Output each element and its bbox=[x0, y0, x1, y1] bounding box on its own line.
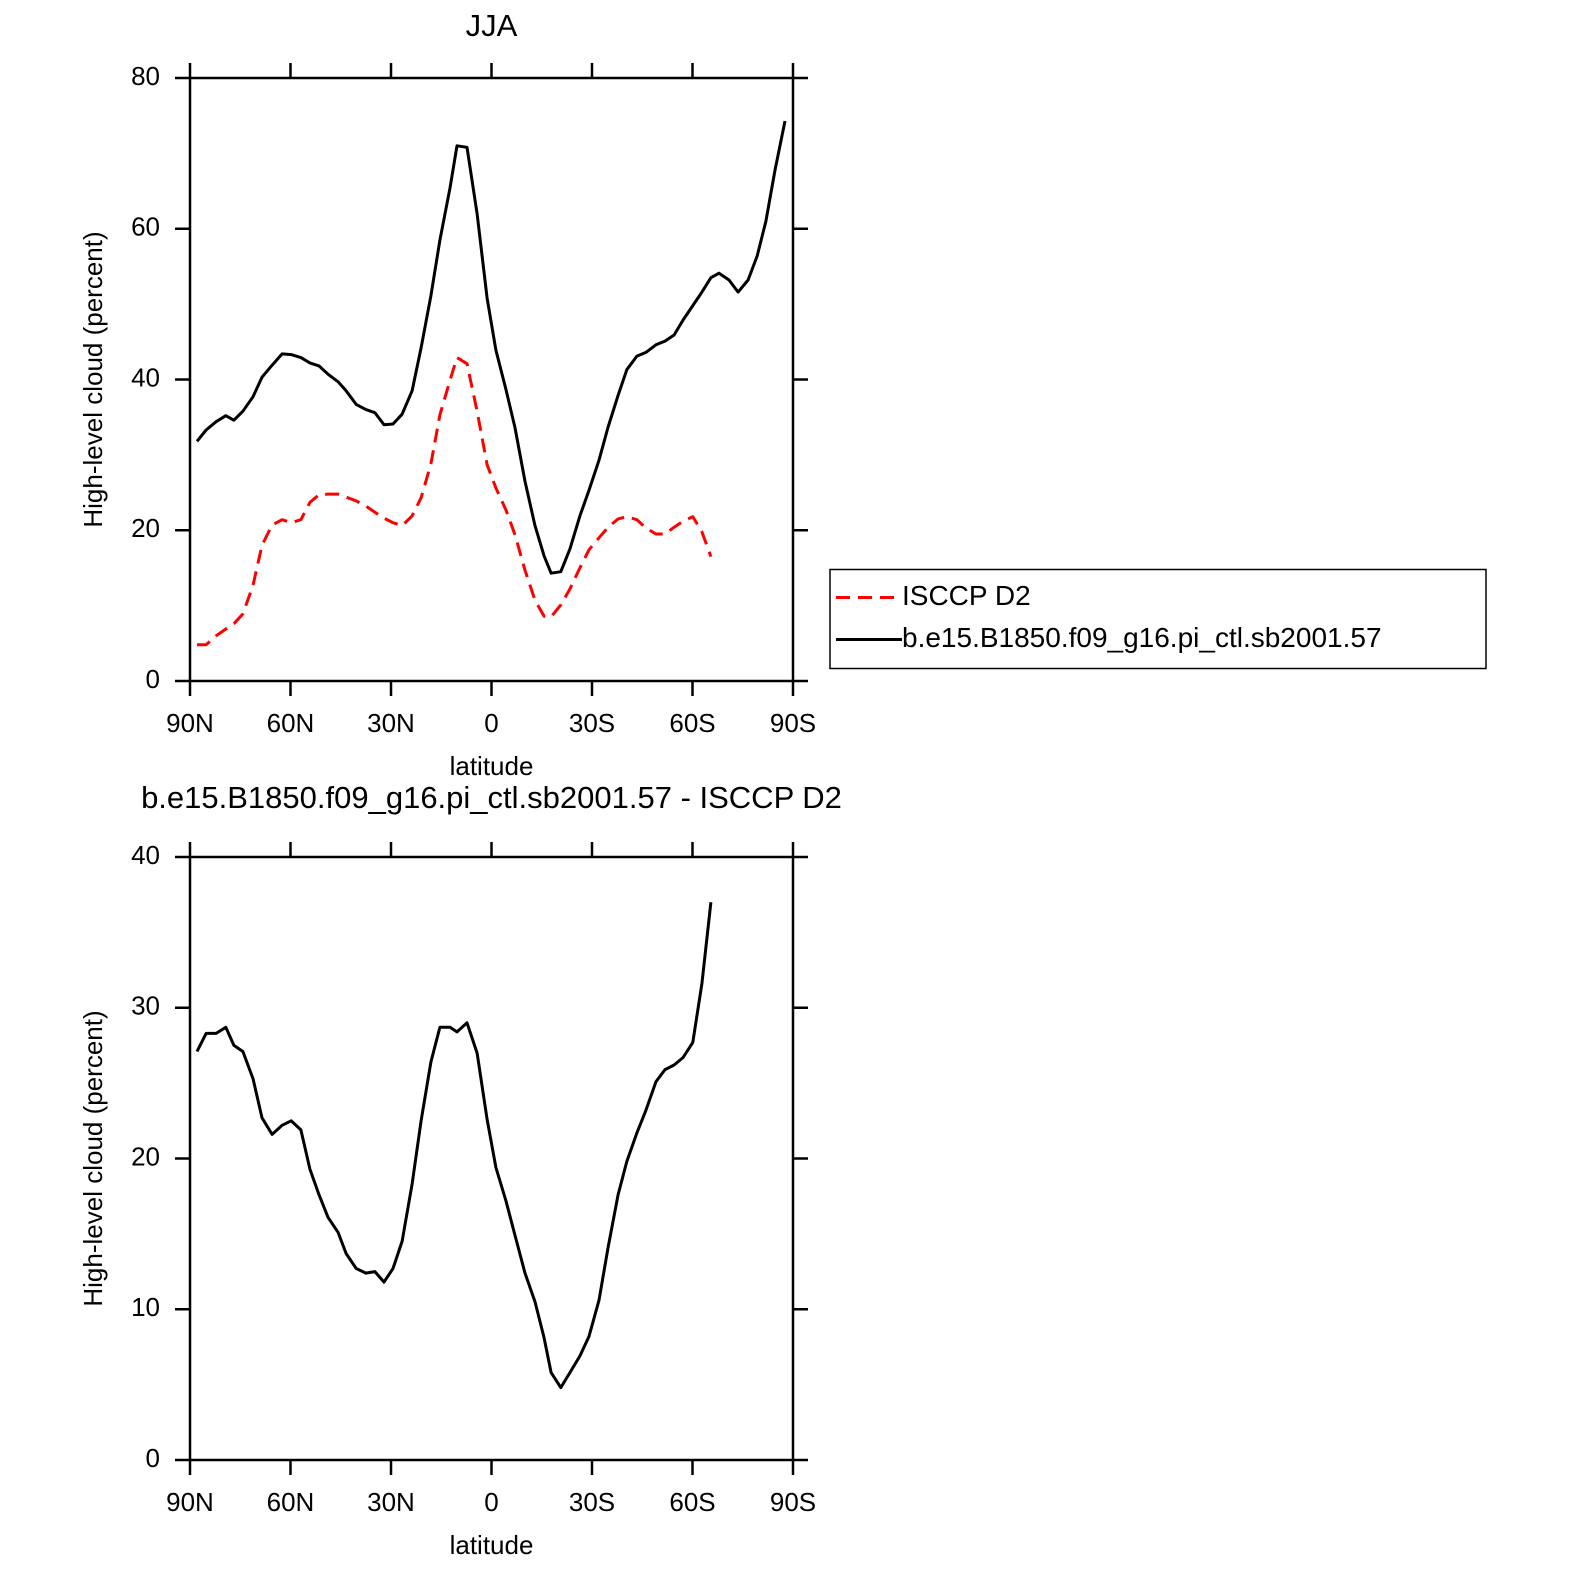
y-tick-label: 10 bbox=[131, 1292, 160, 1322]
x-tick-label: 60S bbox=[669, 1487, 715, 1517]
y-axis-label: High-level cloud (percent) bbox=[78, 231, 108, 527]
x-tick-label: 0 bbox=[484, 708, 498, 738]
x-tick-label: 30S bbox=[569, 1487, 615, 1517]
legend-box bbox=[829, 568, 1487, 670]
plot-frame bbox=[188, 76, 795, 683]
y-tick-label: 20 bbox=[131, 1141, 160, 1171]
series-line bbox=[195, 120, 787, 575]
x-tick-label: 60N bbox=[267, 1487, 315, 1517]
x-axis-label: latitude bbox=[450, 751, 534, 781]
legend-label: ISCCP D2 bbox=[902, 580, 1031, 611]
y-axis-label: High-level cloud (percent) bbox=[78, 1010, 108, 1306]
chart-title: JJA bbox=[466, 8, 518, 43]
x-tick-label: 30N bbox=[367, 1487, 415, 1517]
x-tick-label: 60S bbox=[669, 708, 715, 738]
y-tick-label: 30 bbox=[131, 991, 160, 1021]
y-tick-label: 40 bbox=[131, 840, 160, 870]
y-tick-label: 20 bbox=[131, 513, 160, 543]
x-tick-label: 90N bbox=[166, 708, 214, 738]
x-tick-label: 90N bbox=[166, 1487, 214, 1517]
legend-label: b.e15.B1850.f09_g16.pi_ctl.sb2001.57 bbox=[902, 622, 1382, 653]
y-tick-label: 40 bbox=[131, 362, 160, 392]
y-tick-label: 80 bbox=[131, 61, 160, 91]
x-tick-label: 30N bbox=[367, 708, 415, 738]
x-tick-label: 0 bbox=[484, 1487, 498, 1517]
x-tick-label: 60N bbox=[267, 708, 315, 738]
y-tick-label: 0 bbox=[146, 1443, 160, 1473]
series-line bbox=[197, 356, 713, 647]
x-tick-label: 90S bbox=[770, 708, 816, 738]
plot-frame bbox=[188, 855, 795, 1462]
x-tick-label: 30S bbox=[569, 708, 615, 738]
chart-title: b.e15.B1850.f09_g16.pi_ctl.sb2001.57 - I… bbox=[141, 780, 842, 815]
x-tick-label: 90S bbox=[770, 1487, 816, 1517]
y-tick-label: 60 bbox=[131, 212, 160, 242]
series-line bbox=[195, 902, 713, 1390]
x-axis-label: latitude bbox=[450, 1530, 534, 1560]
y-tick-label: 0 bbox=[146, 664, 160, 694]
